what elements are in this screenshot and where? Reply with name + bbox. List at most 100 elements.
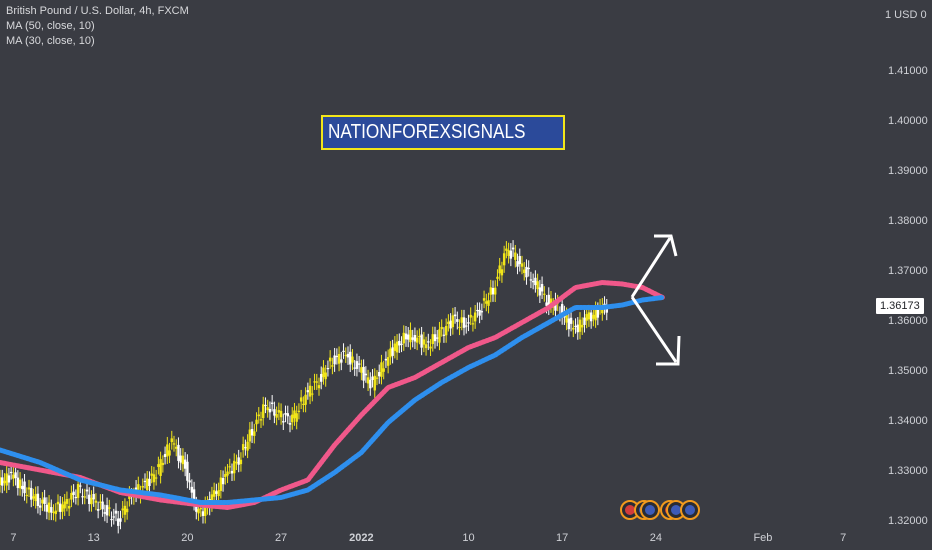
y-axis: 1.32000 1.33000 1.34000 1.35000 1.36000 1.370… [888, 65, 928, 527]
candle-body [105, 505, 109, 516]
candle-body [540, 284, 544, 292]
candle-body [299, 397, 303, 402]
candle-body [1, 477, 4, 486]
candle-body [177, 444, 180, 461]
event-flag-fill [685, 505, 695, 515]
ma-50-legend[interactable]: MA (50, close, 10) [6, 20, 95, 32]
candle-body [14, 472, 17, 479]
candle-body [567, 318, 571, 330]
candle-body [366, 377, 370, 384]
candle-body [268, 408, 272, 413]
down-arrow-shaft [630, 296, 678, 363]
candle-body [293, 410, 296, 419]
candle-body [76, 484, 80, 498]
candle-body [487, 300, 490, 306]
ma-30-legend[interactable]: MA (30, close, 10) [6, 35, 95, 47]
x-tick-label: 13 [88, 532, 100, 544]
candle-body [190, 486, 194, 493]
candle-body [482, 298, 486, 301]
candle-body [237, 457, 240, 465]
down-arrow-head [656, 335, 681, 366]
candle-body [70, 493, 73, 500]
candle-body [79, 485, 82, 487]
candle-body [371, 376, 374, 380]
currency-label[interactable]: 1 USD 0 [885, 9, 927, 21]
candle-body [440, 326, 443, 330]
candle-body [400, 343, 403, 345]
candle-body [172, 443, 176, 445]
candle-body [505, 248, 508, 251]
candle-body [50, 507, 53, 513]
candle-body [246, 441, 249, 451]
candle-body [67, 505, 71, 509]
candle-body [357, 363, 361, 365]
symbol-title[interactable]: British Pound / U.S. Dollar, 4h, FXCM [6, 5, 189, 17]
candle-body [473, 312, 477, 322]
candle-body [333, 355, 336, 365]
candle-body [514, 252, 517, 260]
candle-body [141, 486, 144, 488]
candle-body [320, 374, 323, 382]
candle-body [248, 429, 252, 442]
candle-body [137, 484, 140, 491]
candle-body [63, 501, 66, 509]
forecast-arrows [630, 234, 681, 366]
candle-body [210, 494, 214, 505]
candle-body [226, 471, 229, 476]
candle-body [114, 510, 118, 514]
candle-body [72, 491, 75, 495]
candle-body [311, 393, 314, 395]
candle-body [391, 347, 394, 356]
candle-body [219, 477, 223, 491]
ma-30-series [0, 295, 666, 505]
candle-body [230, 470, 234, 474]
candle-body [458, 326, 461, 329]
candle-body [478, 309, 481, 316]
candle-body [447, 321, 450, 324]
candle-body [9, 471, 13, 474]
candle-body [469, 314, 472, 318]
candle-body [284, 413, 287, 415]
candle-body [346, 353, 350, 358]
candle-body [103, 512, 107, 514]
candle-body [16, 477, 20, 489]
candle-body [398, 340, 401, 346]
candle-body [317, 385, 321, 389]
up-arrow-head [654, 234, 678, 257]
y-tick-label: 1.32000 [888, 515, 928, 527]
candle-body [592, 314, 595, 319]
candle-body [581, 324, 584, 328]
candle-body [576, 324, 579, 333]
candle-body [201, 511, 205, 516]
candle-body [585, 314, 588, 321]
event-flag-fill [671, 505, 681, 515]
candle-body [143, 480, 147, 483]
candle-body [547, 294, 550, 308]
candle-body [186, 461, 189, 481]
candle-body [315, 381, 318, 383]
candle-body [264, 404, 267, 407]
candle-body [154, 477, 158, 479]
candle-body [340, 359, 343, 363]
candle-body [456, 319, 459, 322]
candle-body [496, 276, 499, 279]
economic-events [620, 500, 700, 520]
candle-body [331, 365, 334, 367]
candle-body [418, 335, 421, 338]
candle-body [250, 429, 254, 436]
candle-body [192, 489, 196, 503]
candle-body [436, 337, 439, 339]
candle-body [277, 410, 281, 413]
candle-body [175, 446, 178, 449]
candle-body [282, 421, 285, 423]
candle-body [32, 496, 35, 499]
candle-body [395, 341, 399, 353]
candle-body [378, 372, 381, 377]
x-tick-label: 7 [840, 532, 846, 544]
candle-body [500, 269, 504, 276]
candle-body [342, 350, 345, 352]
candle-body [355, 361, 359, 369]
candle-body [18, 479, 22, 489]
candle-body [212, 490, 216, 497]
